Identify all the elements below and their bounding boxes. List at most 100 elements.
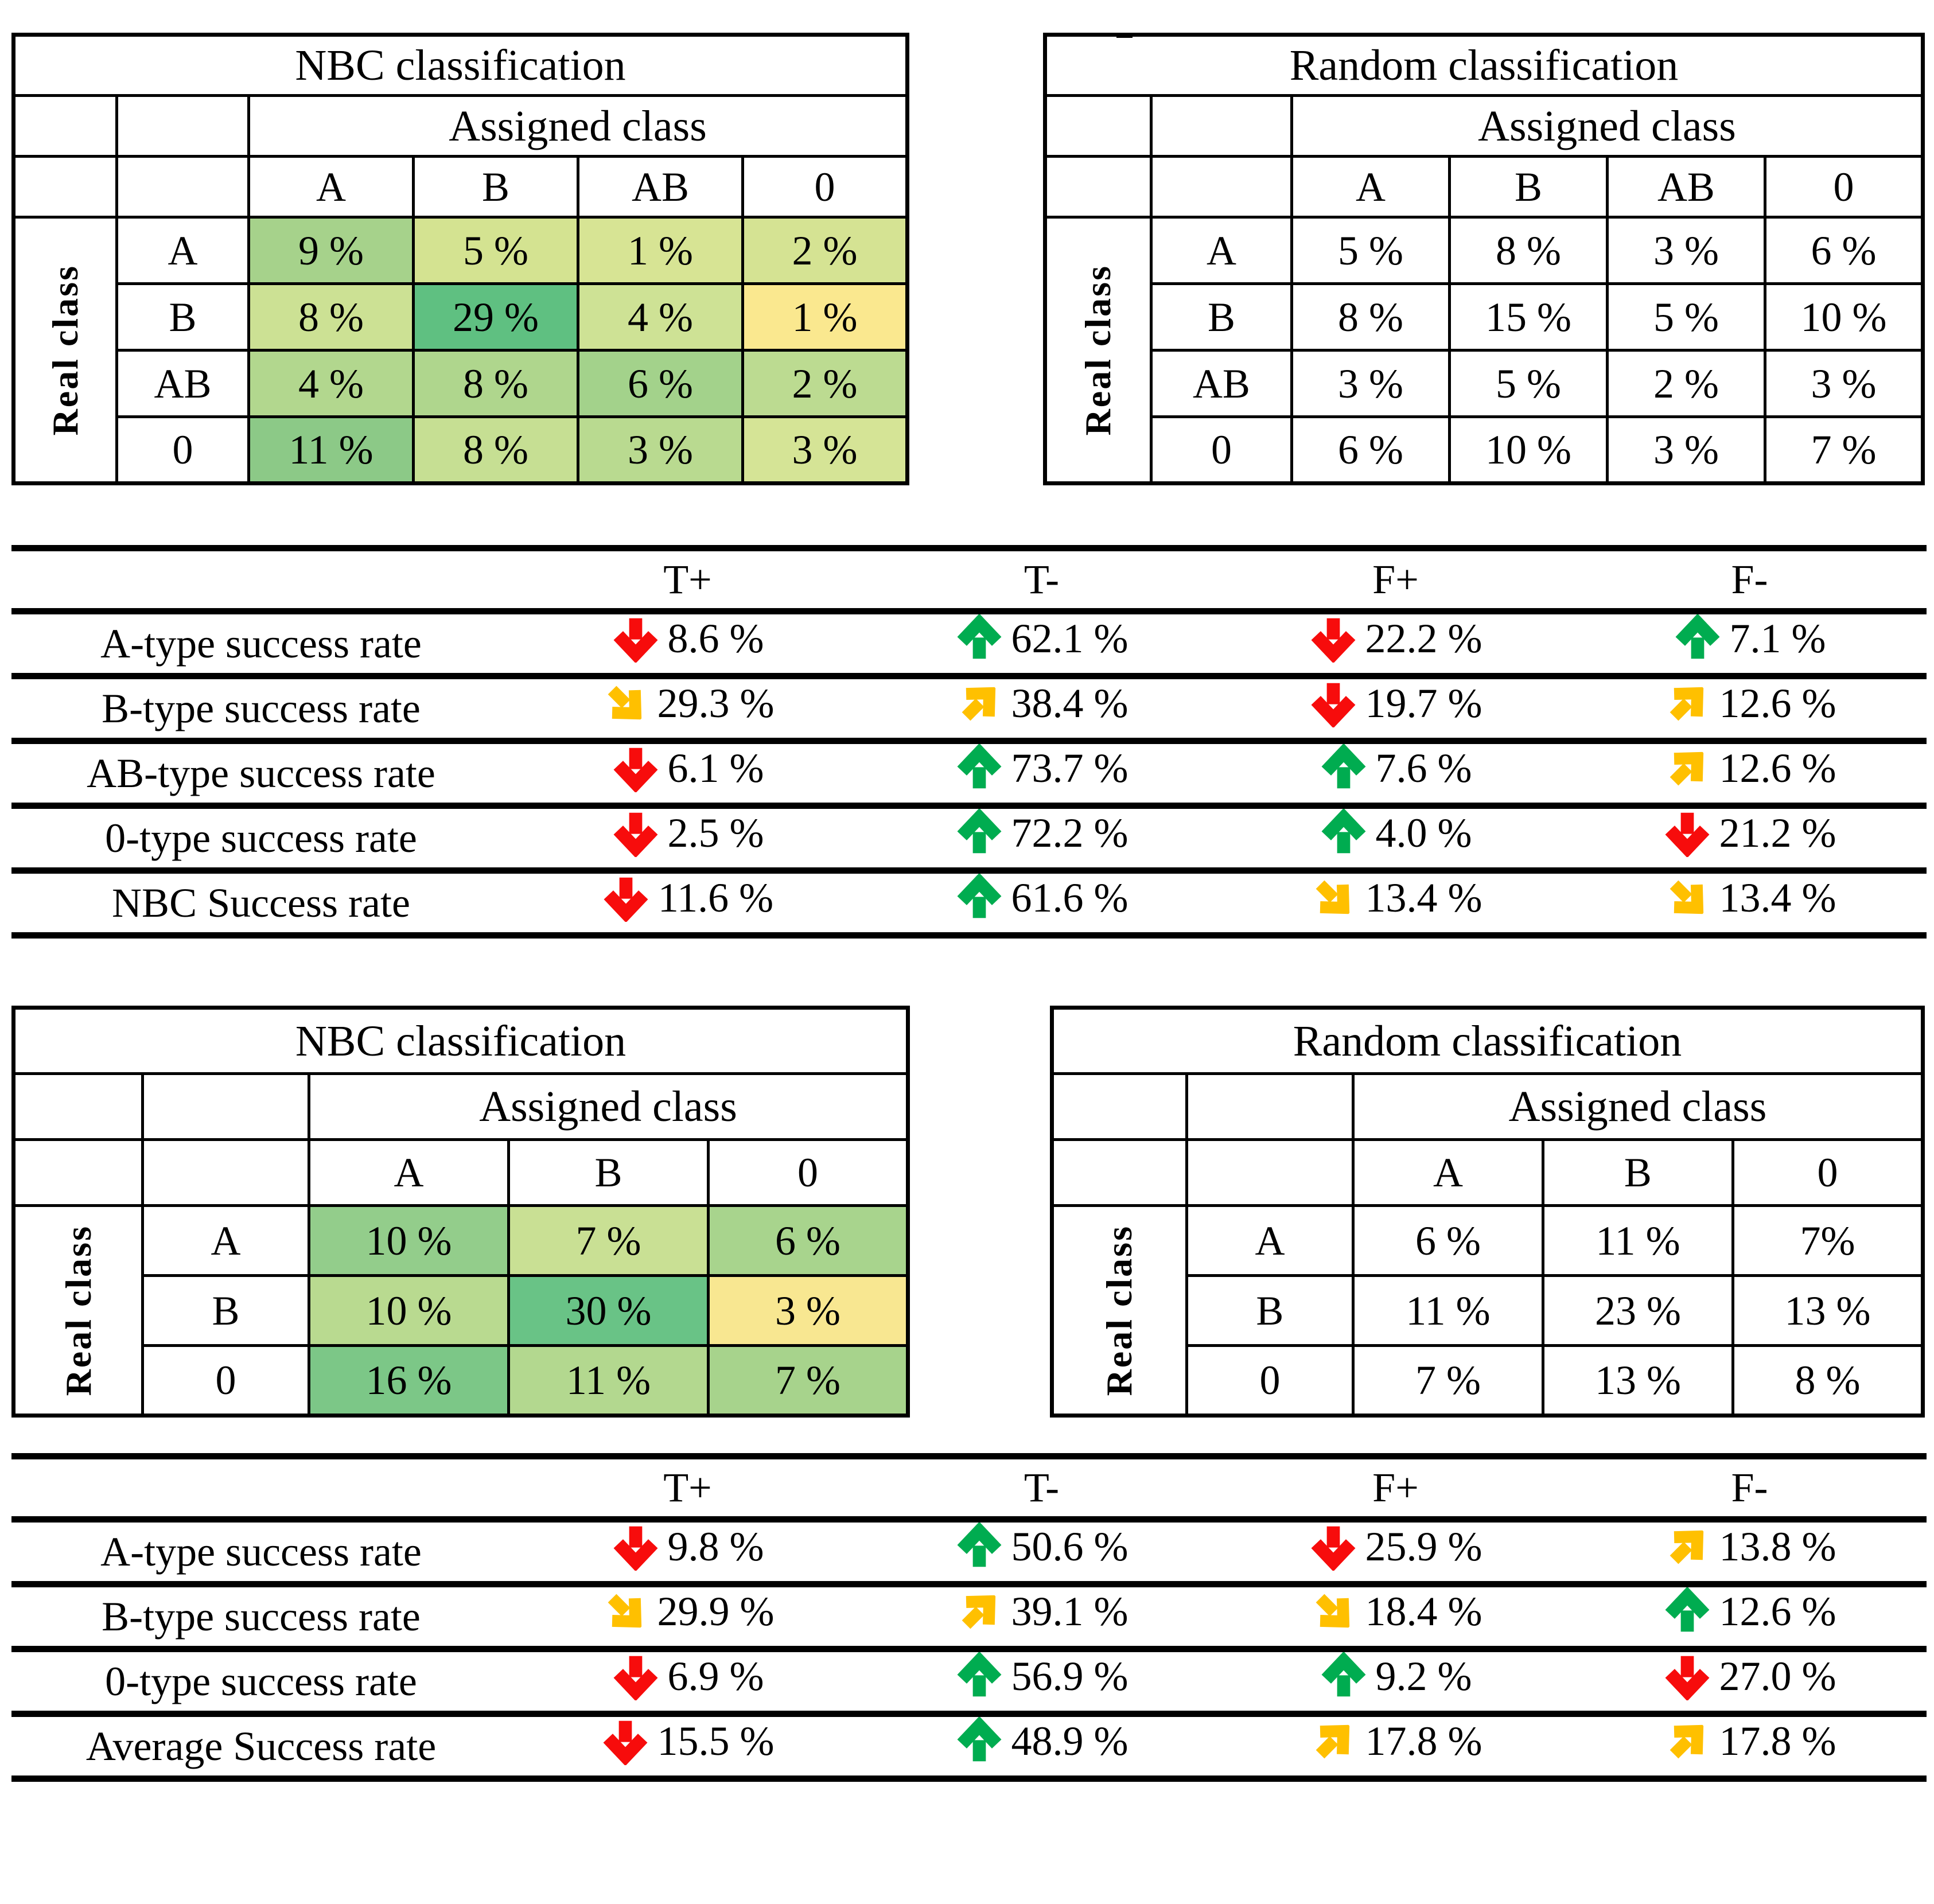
matrix-cell: 8 % <box>1290 282 1451 352</box>
trend-arrow-icon <box>612 809 660 857</box>
rate-cell: 13.4 % <box>1219 871 1573 936</box>
matrix-cell: 6 % <box>577 349 744 418</box>
rates-column-header: F+ <box>1372 556 1419 602</box>
nbc-classification-matrix-3class: NBC classification Assigned class A B 0 … <box>11 1006 910 1418</box>
corner-blank <box>141 1072 310 1141</box>
rate-value: 18.4 % <box>1365 1588 1482 1634</box>
matrix-cell: 9 % <box>247 216 415 285</box>
trend-arrow-icon <box>1663 1717 1711 1765</box>
trend-arrow-icon <box>612 744 660 792</box>
trend-arrow-icon <box>601 679 649 727</box>
rate-cell: 12.6 % <box>1573 1584 1927 1649</box>
corner-blank <box>12 1072 144 1141</box>
row-label: B <box>141 1274 310 1347</box>
matrix-cell: 5 % <box>1605 282 1766 352</box>
rates-column-header: T- <box>1024 1465 1060 1510</box>
rate-cell: 39.1 % <box>865 1584 1219 1649</box>
rate-cell: 61.6 % <box>865 871 1219 936</box>
corner-blank <box>1149 155 1293 219</box>
rate-value: 27.0 % <box>1719 1653 1836 1699</box>
rate-value: 22.2 % <box>1365 615 1482 661</box>
assigned-class-label: Assigned class <box>1290 94 1925 158</box>
rate-value: 4.0 % <box>1375 809 1472 856</box>
rate-row-label: A-type success rate <box>100 1528 422 1575</box>
top-matrices-row: NBC classification Assigned class A B AB… <box>11 33 1925 485</box>
rate-row-label: 0-type success rate <box>105 815 417 861</box>
trend-arrow-icon <box>955 679 1003 727</box>
trend-arrow-icon <box>612 1652 660 1700</box>
matrix-cell: 1 % <box>577 216 744 285</box>
matrix-cell: 8 % <box>1731 1344 1925 1417</box>
rates-column-header: T+ <box>663 556 712 602</box>
rate-value: 29.3 % <box>657 680 775 726</box>
matrix-cell: 2 % <box>741 216 909 285</box>
rates-column-header: F- <box>1731 1465 1768 1510</box>
rates-column-header: F+ <box>1372 1465 1419 1510</box>
column-header: A <box>1351 1138 1544 1207</box>
trend-arrow-icon <box>955 1523 1003 1571</box>
rate-value: 11.6 % <box>657 874 774 921</box>
matrix-cell: 7 % <box>1351 1344 1544 1417</box>
trend-arrow-icon <box>1309 614 1357 663</box>
corner-blank <box>1050 1138 1188 1207</box>
corner-blank <box>12 1138 144 1207</box>
trend-arrow-icon <box>612 614 660 663</box>
trend-arrow-icon <box>1309 874 1357 922</box>
matrix-cell: 3 % <box>706 1274 910 1347</box>
trend-arrow-icon <box>955 874 1003 922</box>
assigned-class-label: Assigned class <box>307 1072 910 1141</box>
column-header: 0 <box>706 1138 910 1207</box>
matrix-cell: 5 % <box>412 216 579 285</box>
rate-value: 12.6 % <box>1719 745 1836 791</box>
real-class-label: Real class <box>12 216 118 485</box>
column-header: A <box>247 155 415 219</box>
matrix-title: Random classification <box>1050 1006 1925 1075</box>
random-classification-matrix-3class: Random classification Assigned class A B… <box>1049 1006 1925 1418</box>
rate-row-label: AB-type success rate <box>87 750 435 796</box>
trend-arrow-icon <box>1309 1523 1357 1571</box>
rate-value: 15.5 % <box>657 1718 775 1764</box>
matrix-cell: 8 % <box>247 282 415 352</box>
column-header: A <box>308 1138 510 1207</box>
matrix-cell: 13 % <box>1731 1274 1925 1347</box>
matrix-cell: 6 % <box>1351 1204 1544 1277</box>
matrix-cell: 3 % <box>1605 216 1766 285</box>
column-header: AB <box>577 155 744 219</box>
trend-arrow-icon <box>955 1652 1003 1700</box>
rate-cell: 12.6 % <box>1573 741 1927 806</box>
rate-cell: 8.6 % <box>511 612 865 676</box>
matrix-cell: 7 % <box>507 1204 710 1277</box>
cropped-text-fragment <box>1116 33 1133 38</box>
real-class-label: Real class <box>12 1204 144 1417</box>
row-label: 0 <box>141 1344 310 1417</box>
matrix-cell: 7 % <box>1763 415 1925 485</box>
rate-cell: 13.4 % <box>1573 871 1927 936</box>
column-header: B <box>507 1138 710 1207</box>
rate-value: 7.1 % <box>1729 615 1826 661</box>
corner-blank <box>12 155 118 219</box>
trend-arrow-icon <box>955 809 1003 857</box>
rate-row-label: NBC Success rate <box>112 879 410 926</box>
rate-cell: 48.9 % <box>865 1714 1219 1779</box>
rate-cell: 11.6 % <box>511 871 865 936</box>
column-header: B <box>1541 1138 1734 1207</box>
rate-value: 13.4 % <box>1365 874 1482 921</box>
matrix-cell: 3 % <box>577 415 744 485</box>
rate-row-label: Average Success rate <box>85 1723 437 1769</box>
real-class-label: Real class <box>1043 216 1153 485</box>
rate-value: 12.6 % <box>1719 680 1836 726</box>
corner-blank <box>141 1138 310 1207</box>
rate-cell: 13.8 % <box>1573 1520 1927 1584</box>
matrix-cell: 29 % <box>412 282 579 352</box>
rate-row-label: B-type success rate <box>102 1593 421 1640</box>
row-label: 0 <box>1149 415 1293 485</box>
rate-cell: 17.8 % <box>1219 1714 1573 1779</box>
rate-row-label: 0-type success rate <box>105 1658 417 1704</box>
trend-arrow-icon <box>1663 1523 1711 1571</box>
matrix-cell: 1 % <box>741 282 909 352</box>
rate-value: 39.1 % <box>1011 1588 1129 1634</box>
rate-value: 12.6 % <box>1719 1588 1836 1634</box>
rate-value: 17.8 % <box>1365 1718 1482 1764</box>
rate-cell: 9.8 % <box>511 1520 865 1584</box>
matrix-cell: 3 % <box>1290 349 1451 418</box>
